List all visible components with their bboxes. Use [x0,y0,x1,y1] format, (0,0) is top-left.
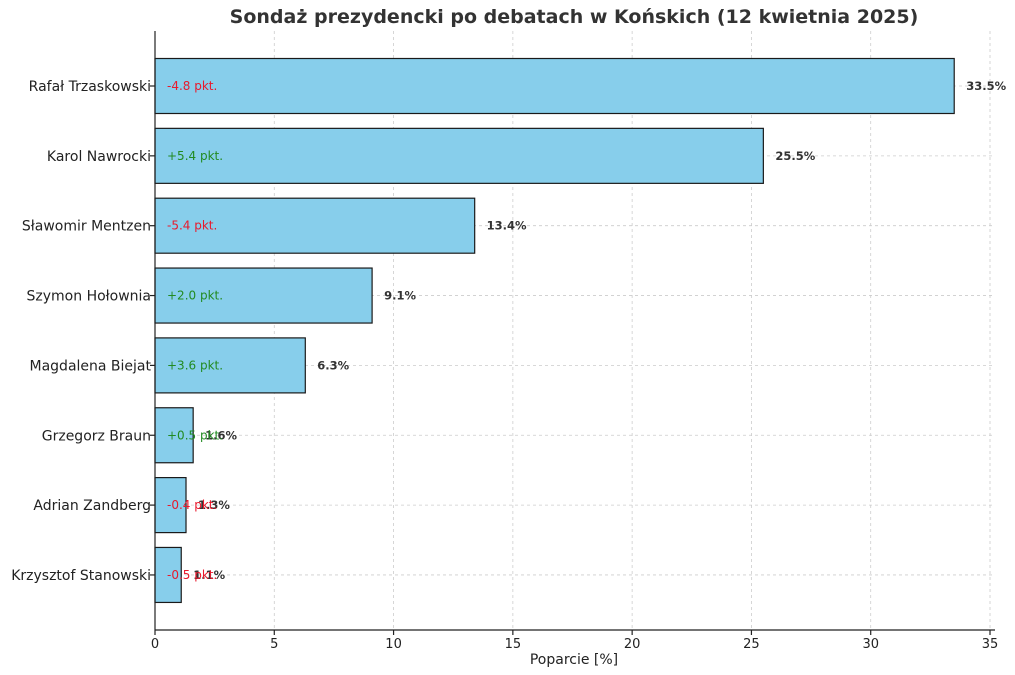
change-label: +0.5 pkt. [167,428,223,442]
category-label: Magdalena Biejat [30,358,152,374]
value-label: 9.1% [384,289,416,303]
x-tick-label: 30 [862,637,879,652]
bar [154,197,476,254]
change-label: +3.6 pkt. [167,358,223,372]
labels: Rafał Trzaskowski 33.5% -4.8 pkt. Karol Naw… [11,79,1006,584]
bar [154,546,182,604]
bars [154,57,955,604]
change-label: -0.5 pkt. [167,568,217,582]
category-label: Karol Nawrocki [47,149,151,165]
change-label: +5.4 pkt. [167,149,223,163]
change-label: -4.8 pkt. [167,79,217,93]
change-label: -5.4 pkt. [167,219,217,233]
x-tick-label: 5 [270,637,278,652]
bar [154,267,373,324]
value-label: 25.5% [775,149,815,163]
value-label: 1.1% [193,568,225,582]
value-label: 33.5% [966,79,1006,93]
x-ticks: 0 5 10 15 20 25 30 35 [150,85,999,652]
bar [154,407,194,464]
x-tick-label: 25 [743,637,760,652]
value-label: 1.3% [198,498,230,512]
bar [154,57,955,115]
category-label: Rafał Trzaskowski [29,79,151,95]
x-tick-label: 20 [624,637,641,652]
chart-title: Sondaż prezydencki po debatach w Końskic… [230,6,919,28]
value-label: 6.3% [317,358,349,372]
bar [154,337,306,394]
category-label: Krzysztof Stanowski [11,568,151,584]
change-label: -0.4 pkt. [167,498,217,512]
category-label: Grzegorz Braun [42,428,151,444]
bar [154,127,764,184]
x-axis-title: Poparcie [%] [530,652,618,668]
x-tick-label: 10 [385,637,402,652]
grid [155,31,995,630]
bar [154,477,187,534]
category-label: Adrian Zandberg [33,498,151,514]
category-label: Szymon Hołownia [27,289,151,305]
x-tick-label: 0 [151,637,159,652]
value-label: 13.4% [487,219,527,233]
x-tick-label: 35 [982,637,999,652]
x-tick-label: 15 [505,637,522,652]
category-label: Sławomir Mentzen [22,219,151,235]
value-label: 1.6% [205,428,237,442]
change-label: +2.0 pkt. [167,289,223,303]
